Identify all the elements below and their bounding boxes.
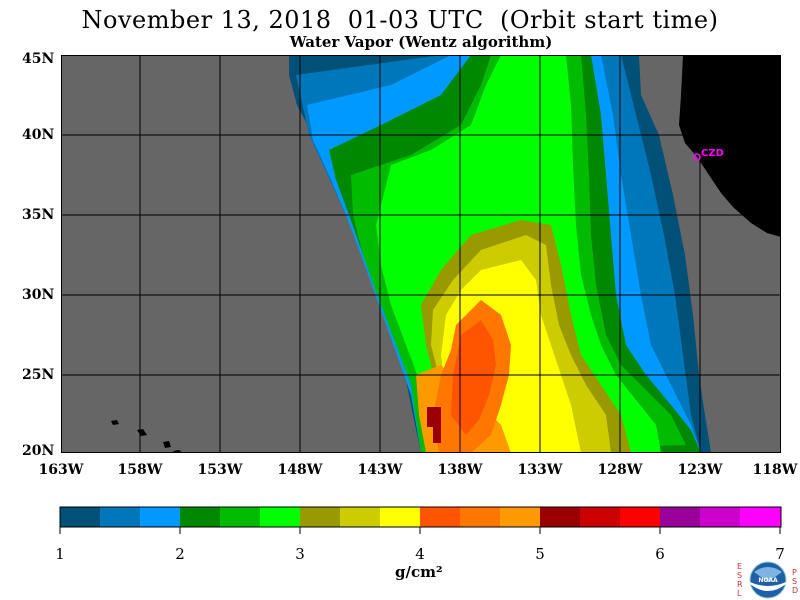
- colorbar-cell: [660, 507, 701, 527]
- colorbar-cell: [500, 507, 541, 527]
- colorbar-cell: [420, 507, 461, 527]
- colorbar-cell: [620, 507, 661, 527]
- lon-label-163w: 163W: [38, 462, 84, 478]
- hawaii-islands-3: [163, 441, 171, 448]
- lon-label-123w: 123W: [677, 462, 723, 478]
- lon-label-118w: 118W: [752, 462, 798, 478]
- land-mass: [679, 55, 781, 237]
- colorbar-unit: g/cm²: [395, 563, 443, 581]
- colorbar: [59, 506, 782, 534]
- water-vapor-map: CZD: [61, 55, 781, 453]
- lon-label-133w: 133W: [517, 462, 563, 478]
- station-label: CZD: [701, 148, 724, 159]
- colorbar-cell: [460, 507, 501, 527]
- colorbar-cell: [180, 507, 221, 527]
- colorbar-tick-5: 5: [535, 545, 545, 563]
- hawaii-islands-1: [111, 420, 119, 425]
- logo-left-letters: ESRL: [737, 562, 743, 598]
- lat-label-45n: 45N: [22, 51, 55, 67]
- lat-lon-grid: [61, 55, 781, 453]
- station-marker: [693, 153, 701, 161]
- colorbar-tick-6: 6: [655, 545, 665, 563]
- colorbar-cell: [300, 507, 341, 527]
- colorbar-tick-7: 7: [775, 545, 785, 563]
- lon-label-138w: 138W: [437, 462, 483, 478]
- logo-center-text: NOAA: [758, 577, 778, 584]
- colorbar-cell: [260, 507, 301, 527]
- logo-right-letters: PSD: [792, 568, 799, 595]
- colorbar-cell: [60, 507, 101, 527]
- map-title: November 13, 2018 01-03 UTC (Orbit start…: [81, 6, 719, 34]
- lat-label-40n: 40N: [22, 127, 55, 143]
- colorbar-cell: [380, 507, 421, 527]
- colorbar-cell: [740, 507, 781, 527]
- lat-label-20n: 20N: [22, 443, 55, 459]
- colorbar-cell: [140, 507, 181, 527]
- colorbar-cell: [540, 507, 581, 527]
- high-moisture-cell: [427, 407, 441, 443]
- lat-label-30n: 30N: [22, 287, 55, 303]
- colorbar-cell: [580, 507, 621, 527]
- colorbar-cell: [340, 507, 381, 527]
- lon-label-128w: 128W: [597, 462, 643, 478]
- colorbar-tick-1: 1: [55, 545, 65, 563]
- lat-label-35n: 35N: [22, 207, 55, 223]
- lon-label-148w: 148W: [277, 462, 323, 478]
- lon-label-153w: 153W: [197, 462, 243, 478]
- data-swath: [289, 55, 711, 453]
- lon-label-158w: 158W: [117, 462, 163, 478]
- colorbar-tick-2: 2: [175, 545, 185, 563]
- map-subtitle: Water Vapor (Wentz algorithm): [289, 33, 553, 51]
- colorbar-cell: [100, 507, 141, 527]
- colorbar-tick-3: 3: [295, 545, 305, 563]
- colorbar-tick-4: 4: [415, 545, 425, 563]
- lat-label-25n: 25N: [22, 367, 55, 383]
- colorbar-cell: [220, 507, 261, 527]
- colorbar-cell: [700, 507, 741, 527]
- lon-label-143w: 143W: [357, 462, 403, 478]
- noaa-logo: NOAA: [749, 561, 787, 599]
